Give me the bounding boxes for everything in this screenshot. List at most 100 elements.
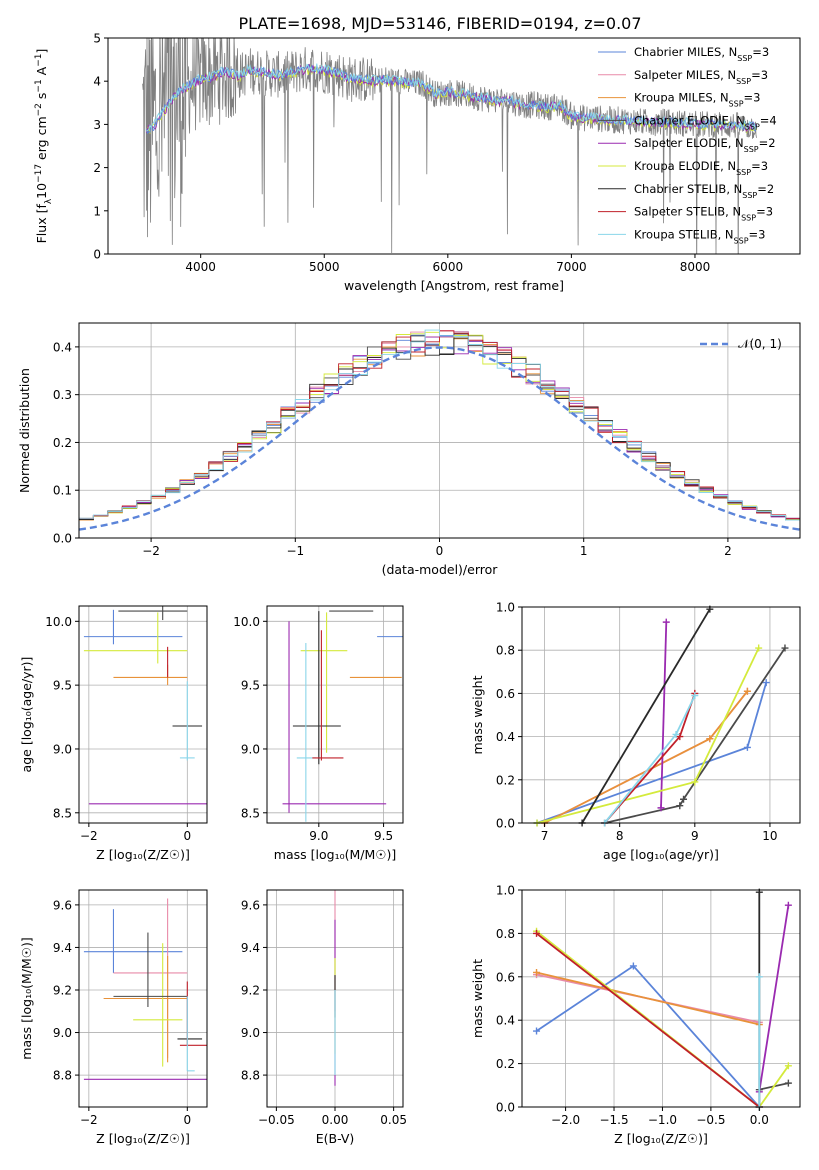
legend-tail: =2 bbox=[757, 182, 774, 196]
legend-entry: 𝒩(0, 1) bbox=[738, 337, 782, 351]
y-tick-label: 0.0 bbox=[496, 1101, 515, 1115]
x-tick-label: 7000 bbox=[556, 260, 587, 274]
series-line bbox=[544, 690, 749, 824]
y-tick-label: 1.0 bbox=[496, 601, 515, 615]
figure-title: PLATE=1698, MJD=53146, FIBERID=0194, z=0… bbox=[238, 14, 641, 33]
y-tick-label: 0.4 bbox=[53, 340, 72, 354]
series-line bbox=[604, 647, 786, 824]
data-point-marker bbox=[672, 730, 680, 738]
y-tick-label: 9.2 bbox=[53, 983, 72, 997]
legend: Chabrier MILES, NSSP=3 Salpeter MILES, NS… bbox=[598, 45, 777, 245]
x-axis-label: Z [log₁₀(Z/Z☉)] bbox=[96, 847, 190, 862]
series-line bbox=[535, 964, 760, 1108]
x-tick-label: −2 bbox=[142, 544, 160, 558]
y-tick-label: 0 bbox=[93, 248, 101, 262]
plot-area-mass_vs_Z bbox=[83, 898, 207, 1080]
y-tick-label: 10.0 bbox=[233, 615, 260, 629]
legend-tail: =3 bbox=[751, 159, 768, 173]
plot-area-spectrum bbox=[142, 38, 758, 254]
y-axis-label: Flux [fλ10−17 erg cm−2 s−1 A−1] bbox=[34, 49, 54, 244]
panel-weight_vs_age: 7 8 9 10 0.0 0.2 0.4 0.6 0.8 1.0 age [log₁₀(age/yr… bbox=[470, 601, 801, 862]
histogram-step bbox=[79, 329, 800, 523]
axes-frame bbox=[521, 889, 801, 1108]
legend-tail: =3 bbox=[749, 227, 766, 241]
legend-entry: Salpeter STELIB, NSSP=3 bbox=[634, 205, 773, 223]
legend-entry: Salpeter MILES, NSSP=3 bbox=[634, 68, 768, 86]
data-point-marker bbox=[784, 1079, 792, 1087]
x-axis-label: wavelength [Angstrom, rest frame] bbox=[344, 278, 564, 293]
x-axis-label: Z [log₁₀(Z/Z☉)] bbox=[96, 1131, 190, 1146]
series-line bbox=[758, 905, 790, 1092]
data-point-marker bbox=[781, 644, 789, 652]
x-tick-label: 8 bbox=[616, 829, 624, 843]
x-tick-label: 7 bbox=[541, 829, 549, 843]
axes-frame bbox=[107, 37, 801, 255]
x-tick-label: 6000 bbox=[433, 260, 464, 274]
x-tick-label: 9.5 bbox=[374, 829, 393, 843]
legend-sub: SSP bbox=[745, 122, 760, 131]
axes-frame bbox=[78, 605, 208, 824]
x-tick-label: −2 bbox=[80, 1113, 98, 1127]
y-tick-label: 1 bbox=[93, 204, 101, 218]
x-tick-label: 0 bbox=[183, 1113, 191, 1127]
x-tick-label: −1.0 bbox=[648, 1113, 677, 1127]
plot-area-histogram bbox=[79, 329, 800, 531]
legend-tail: =3 bbox=[744, 91, 761, 105]
data-point-marker bbox=[691, 692, 699, 700]
y-tick-label: 0.2 bbox=[496, 1057, 515, 1071]
y-tick-label: 8.5 bbox=[53, 806, 72, 820]
legend-sub: SSP bbox=[741, 213, 756, 222]
x-axis-label: mass [log₁₀(M/M☉)] bbox=[274, 847, 396, 862]
panel-weight_vs_Z: −2.0 −1.5 −1.0 −0.5 0.0 0.0 0.2 0.4 0.6 0.8 1.0 Z [… bbox=[470, 884, 801, 1146]
x-tick-label: −2 bbox=[80, 829, 98, 843]
y-tick-label: 8.5 bbox=[241, 806, 260, 820]
legend-sub: SSP bbox=[742, 190, 757, 199]
data-point-marker bbox=[676, 733, 684, 741]
normal-curve bbox=[79, 346, 800, 531]
y-tick-label: 9.0 bbox=[53, 1026, 72, 1040]
y-tick-label: 0.2 bbox=[53, 436, 72, 450]
histograms bbox=[79, 329, 800, 531]
y-tick-label: 10.0 bbox=[45, 615, 72, 629]
y-tick-label: 9.0 bbox=[53, 742, 72, 756]
legend-entry: Kroupa STELIB, NSSP=3 bbox=[634, 227, 765, 245]
y-tick-label: 9.0 bbox=[241, 742, 260, 756]
x-axis-label: age [log₁₀(age/yr)] bbox=[603, 847, 719, 862]
x-tick-label: 9.0 bbox=[309, 829, 328, 843]
errorbars bbox=[282, 610, 403, 822]
data-point-marker bbox=[629, 962, 637, 970]
y-tick-label: 3 bbox=[93, 118, 101, 132]
y-tick-label: 5 bbox=[93, 32, 101, 46]
x-tick-label: 1 bbox=[580, 544, 588, 558]
y-tick-label: 9.0 bbox=[241, 1026, 260, 1040]
x-axis-label: E(B-V) bbox=[316, 1131, 355, 1146]
x-tick-label: −0.5 bbox=[696, 1113, 725, 1127]
series-line bbox=[581, 608, 711, 824]
x-tick-label: 0.0 bbox=[750, 1113, 769, 1127]
x-tick-label: 4000 bbox=[185, 260, 216, 274]
legend-entry: Chabrier STELIB, NSSP=2 bbox=[634, 182, 774, 200]
legend-entry: Kroupa MILES, NSSP=3 bbox=[634, 91, 760, 109]
data-point-marker bbox=[533, 929, 541, 937]
x-tick-label: 2 bbox=[724, 544, 732, 558]
data-point-marker bbox=[676, 802, 684, 810]
x-tick-label: 0 bbox=[436, 544, 444, 558]
legend-sub: SSP bbox=[734, 236, 749, 245]
x-tick-label: 10 bbox=[762, 829, 777, 843]
data-point-marker bbox=[657, 804, 665, 812]
data-point-marker bbox=[755, 973, 763, 981]
legend-entry: Chabrier ELODIE, NSSP=4 bbox=[634, 113, 777, 130]
series-line bbox=[536, 971, 760, 1026]
y-tick-label: 9.6 bbox=[53, 898, 72, 912]
y-axis-label: Normed distribution bbox=[17, 368, 32, 493]
legend-tail: =3 bbox=[752, 45, 769, 59]
data-point-marker bbox=[533, 1027, 541, 1035]
errorbars bbox=[83, 898, 207, 1080]
y-tick-label: 0.8 bbox=[496, 927, 515, 941]
plot-area-age_vs_mass bbox=[282, 610, 403, 822]
axes-frame bbox=[266, 605, 404, 824]
panel-mass_vs_ebv: −0.05 0.00 0.05 8.8 9.0 9.2 9.4 9.6 E(B-V) bbox=[241, 889, 407, 1146]
panel-age_vs_Z: −2 0 8.5 9.0 9.5 10.0 Z [log₁₀(Z/Z☉)] age [log₁… bbox=[19, 605, 208, 862]
series-line bbox=[660, 622, 668, 808]
